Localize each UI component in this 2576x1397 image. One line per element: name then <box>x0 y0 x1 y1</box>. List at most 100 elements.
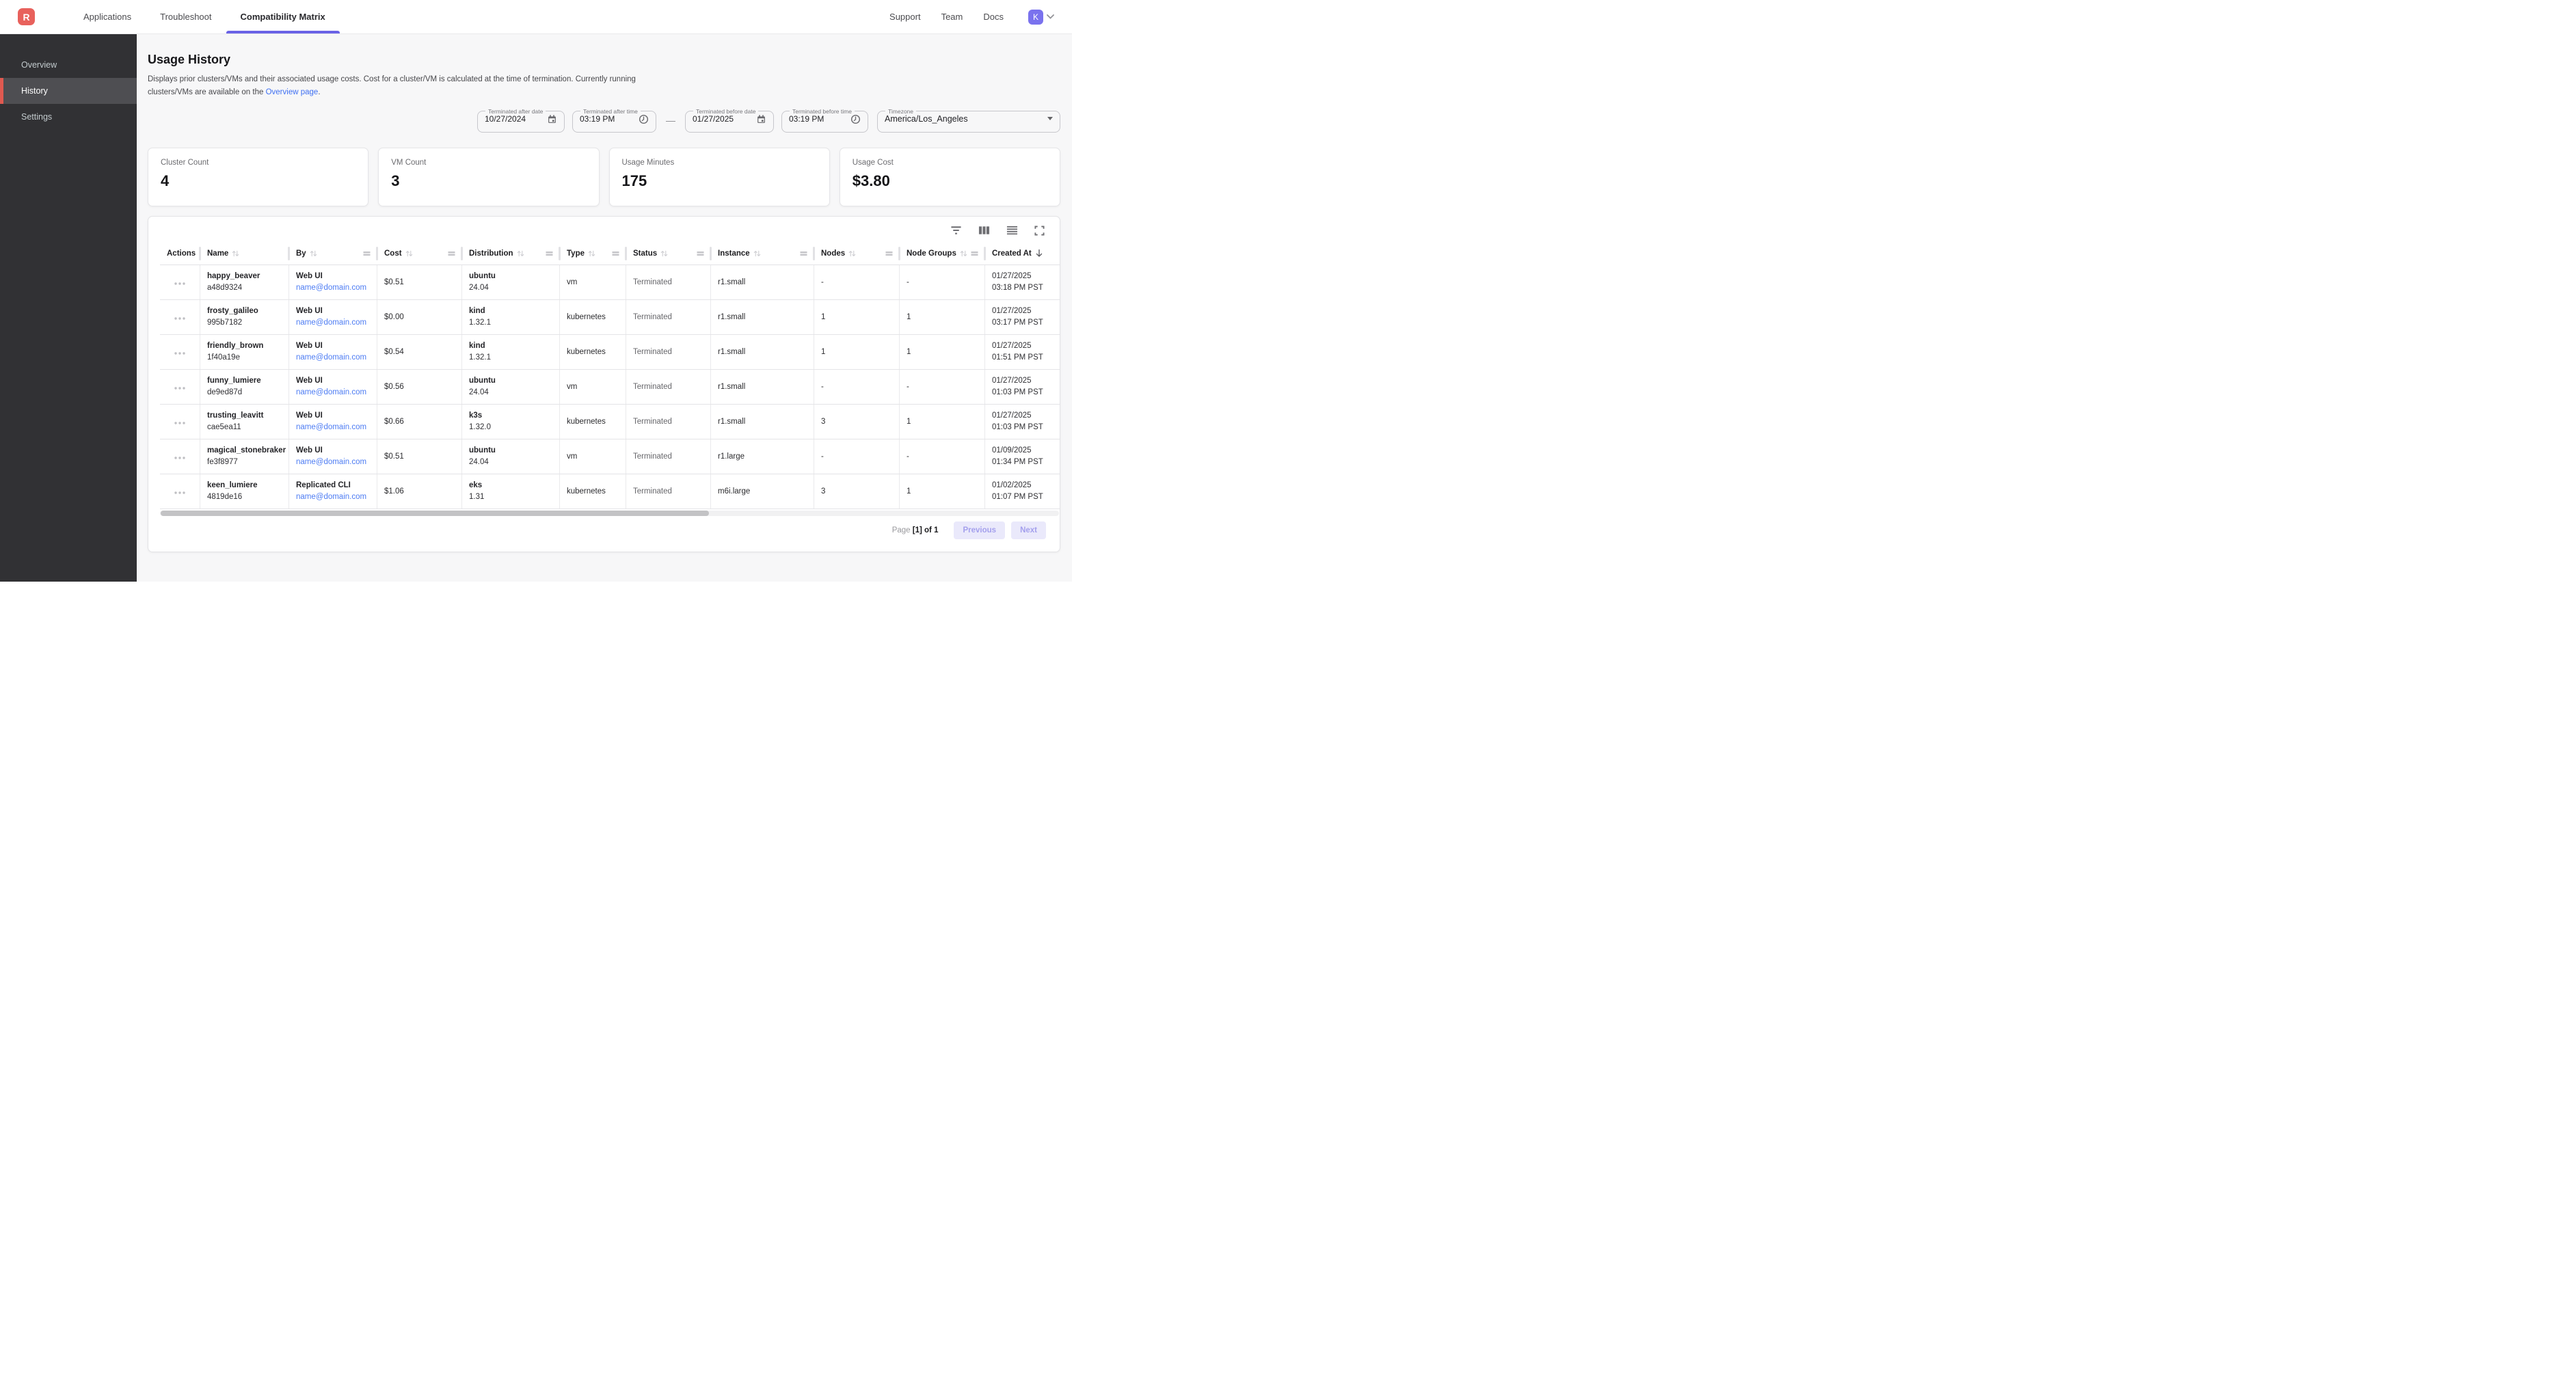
stat-label: Usage Cost <box>852 158 894 167</box>
cell-value: $0.51 <box>384 277 404 286</box>
tab-troubleshoot[interactable]: Troubleshoot <box>146 0 226 33</box>
cell-nodes: 1 <box>814 334 900 369</box>
usage-table-panel: Actions Name By Cost Distribution Type Status I… <box>148 215 1060 552</box>
terminated-after-time-field[interactable]: Terminated after time 03:19 PM <box>572 109 656 133</box>
cell-actions <box>160 439 200 474</box>
column-header-status[interactable]: Status <box>626 243 712 265</box>
cell-instance: r1.large <box>711 439 814 474</box>
horizontal-scrollbar[interactable] <box>160 510 1059 516</box>
nav-link-team[interactable]: Team <box>941 12 963 22</box>
row-actions-button[interactable] <box>172 413 188 429</box>
cell-value: kubernetes <box>567 487 606 496</box>
cell-value: kubernetes <box>567 312 606 321</box>
calendar-icon[interactable] <box>547 114 557 124</box>
column-menu-icon[interactable] <box>612 251 619 256</box>
column-menu-icon[interactable] <box>800 251 807 256</box>
user-email-link[interactable]: name@domain.com <box>296 353 367 362</box>
clock-icon[interactable] <box>639 114 649 124</box>
cell-nodes: - <box>814 369 900 404</box>
cell-value: r1.small <box>718 417 746 426</box>
sidebar-item-overview[interactable]: Overview <box>0 52 137 78</box>
user-avatar[interactable]: K <box>1028 9 1043 25</box>
user-email-link[interactable]: name@domain.com <box>296 458 367 467</box>
cell-by: Web UI name@domain.com <box>289 265 377 299</box>
cell-subvalue: 01:03 PM PST <box>992 388 1043 397</box>
cell-actions <box>160 299 200 334</box>
column-menu-icon[interactable] <box>971 251 978 256</box>
main-content: Usage History Displays prior clusters/VM… <box>137 34 1072 582</box>
tab-compatibility-matrix[interactable]: Compatibility Matrix <box>226 0 340 33</box>
user-email-link[interactable]: name@domain.com <box>296 493 367 502</box>
previous-page-button[interactable]: Previous <box>954 521 1006 539</box>
cell-distribution: kind 1.32.1 <box>462 299 560 334</box>
column-menu-icon[interactable] <box>546 251 553 256</box>
user-email-link[interactable]: name@domain.com <box>296 284 367 293</box>
nav-link-docs[interactable]: Docs <box>983 12 1004 22</box>
column-header-type[interactable]: Type <box>560 243 627 265</box>
column-header-nodes[interactable]: Nodes <box>814 243 900 265</box>
row-actions-button[interactable] <box>172 309 188 325</box>
column-header-by[interactable]: By <box>289 243 378 265</box>
overview-page-link[interactable]: Overview page <box>265 87 319 96</box>
column-header-actions: Actions <box>160 243 201 265</box>
cell-value: kind <box>469 307 485 316</box>
column-header-created_at[interactable]: Created At <box>985 243 1060 265</box>
page-current: [1] of 1 <box>912 526 939 534</box>
replicated-logo[interactable]: R <box>18 8 35 25</box>
column-menu-icon[interactable] <box>363 251 371 256</box>
user-email-link[interactable]: name@domain.com <box>296 388 367 397</box>
filter-button[interactable] <box>949 224 963 239</box>
density-button[interactable] <box>1005 224 1019 239</box>
field-label: Terminated before date <box>696 107 756 115</box>
column-header-distribution[interactable]: Distribution <box>462 243 561 265</box>
cell-name: happy_beaver a48d9324 <box>200 265 289 299</box>
next-page-button[interactable]: Next <box>1011 521 1046 539</box>
row-actions-button[interactable] <box>172 448 188 464</box>
cell-value: Replicated CLI <box>296 481 351 490</box>
row-actions-button[interactable] <box>172 483 188 499</box>
row-actions-button[interactable] <box>172 274 188 290</box>
user-email-link[interactable]: name@domain.com <box>296 318 367 327</box>
column-menu-icon[interactable] <box>885 251 893 256</box>
column-separator <box>984 246 986 260</box>
cell-value: k3s <box>469 411 483 420</box>
terminated-before-time-field[interactable]: Terminated before time 03:19 PM <box>781 109 868 133</box>
cell-value: funny_lumiere <box>207 377 261 385</box>
tab-label: Troubleshoot <box>160 12 212 22</box>
terminated-after-date-field[interactable]: Terminated after date 10/27/2024 <box>477 109 565 133</box>
column-menu-icon[interactable] <box>448 251 455 256</box>
cell-subvalue: 1.31 <box>469 493 485 502</box>
column-header-name[interactable]: Name <box>200 243 290 265</box>
nav-link-support[interactable]: Support <box>889 12 921 22</box>
columns-button[interactable] <box>977 224 991 239</box>
cell-actions <box>160 369 200 404</box>
cell-value: 1 <box>821 312 826 321</box>
scrollbar-thumb[interactable] <box>161 510 710 516</box>
column-label: Status <box>633 249 658 258</box>
field-label: Terminated after time <box>583 107 638 115</box>
column-header-node_groups[interactable]: Node Groups <box>900 243 986 265</box>
column-label: Node Groups <box>907 249 956 258</box>
sidebar-item-settings[interactable]: Settings <box>0 104 137 130</box>
user-email-link[interactable]: name@domain.com <box>296 423 367 432</box>
timezone-select[interactable]: Timezone America/Los_Angeles <box>877 109 1060 133</box>
terminated-before-date-field[interactable]: Terminated before date 01/27/2025 <box>685 109 774 133</box>
tab-applications[interactable]: Applications <box>69 0 146 33</box>
row-actions-button[interactable] <box>172 379 188 394</box>
stat-cards: Cluster Count 4 VM Count 3 Usage Minutes… <box>148 147 1060 206</box>
column-header-cost[interactable]: Cost <box>377 243 463 265</box>
clock-icon[interactable] <box>850 114 861 124</box>
pagination: Page [1] of 1 Previous Next <box>160 516 1060 545</box>
row-actions-button[interactable] <box>172 344 188 360</box>
calendar-icon[interactable] <box>756 114 766 124</box>
column-header-instance[interactable]: Instance <box>711 243 815 265</box>
more-horizontal-icon <box>174 277 185 287</box>
cell-subvalue: 01:34 PM PST <box>992 458 1043 467</box>
cell-instance: m6i.large <box>711 474 814 508</box>
sidebar-item-history[interactable]: History <box>0 78 137 104</box>
column-menu-icon[interactable] <box>697 251 704 256</box>
chevron-down-icon[interactable] <box>1047 14 1054 19</box>
cell-created_at: 01/02/2025 01:07 PM PST <box>985 474 1060 508</box>
fullscreen-button[interactable] <box>1033 224 1046 239</box>
cell-cost: $0.51 <box>377 439 462 474</box>
